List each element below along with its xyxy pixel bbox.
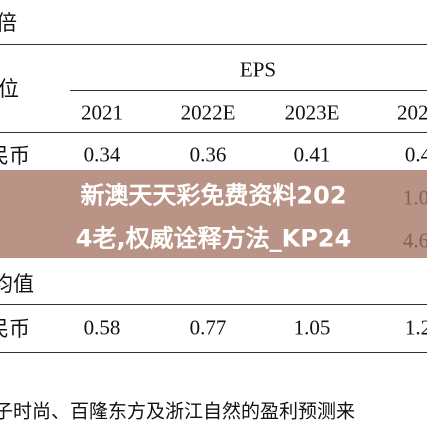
unit-label: 位 xyxy=(0,77,19,101)
column-header: 2022E xyxy=(180,100,236,125)
cell: 0.4 xyxy=(404,142,427,167)
cell: 0.36 xyxy=(189,142,227,167)
cell: 0.41 xyxy=(293,142,331,167)
cell: 0.77 xyxy=(189,315,227,340)
rule xyxy=(70,90,427,91)
group-header: EPS xyxy=(239,57,277,82)
overlay-banner[interactable]: 新澳天天彩免费资料202 4老,权威诠释方法_KP24 xyxy=(0,170,427,258)
row-label: 民币 xyxy=(0,144,30,168)
rule xyxy=(0,132,427,133)
cell: 1.2 xyxy=(404,315,427,340)
section-label: 均值 xyxy=(0,272,34,296)
cell: 1.05 xyxy=(293,315,331,340)
header-label: 倍 xyxy=(0,11,17,35)
overlay-line[interactable]: 4老,权威诠释方法_KP24 xyxy=(75,224,352,253)
row-label: 民币 xyxy=(0,317,30,341)
footnote: 子时尚、百隆东方及浙江自然的盈利预测来 xyxy=(0,401,356,423)
overlay-line[interactable]: 新澳天天彩免费资料202 xyxy=(80,181,347,210)
column-header: 2023E xyxy=(284,100,340,125)
cell: 0.58 xyxy=(83,315,121,340)
rule xyxy=(0,304,427,305)
rule xyxy=(0,352,427,353)
rule xyxy=(0,44,427,45)
column-header: 2021 xyxy=(81,100,123,125)
cell: 0.34 xyxy=(83,142,121,167)
